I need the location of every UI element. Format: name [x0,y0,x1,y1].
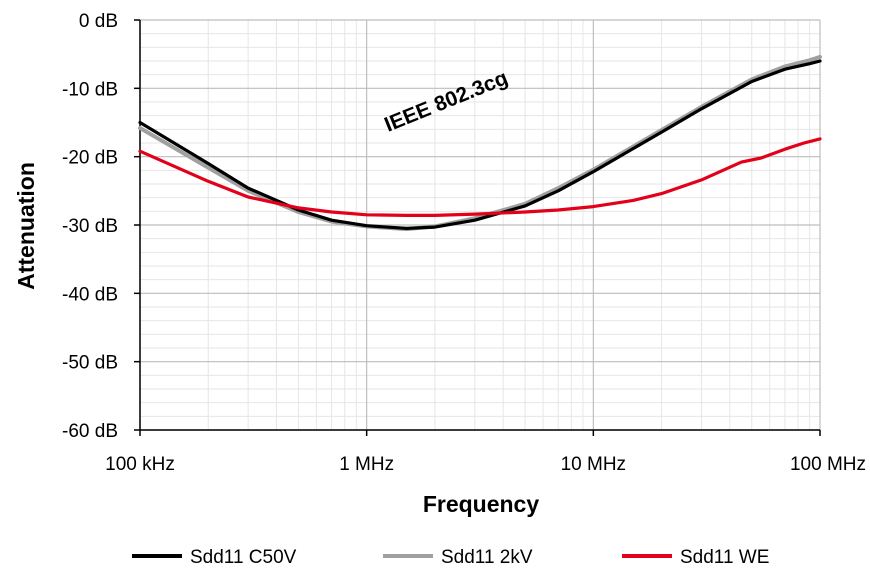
y-tick-label: -30 dB [62,216,118,237]
x-tick-label: 1 MHz [339,454,394,475]
x-axis-title: Frequency [423,491,540,517]
y-tick-labels: 0 dB -10 dB -20 dB -30 dB -40 dB -50 dB -60 dB [62,11,118,442]
axes [134,19,821,436]
y-tick-label: -60 dB [62,421,118,442]
x-tick-label: 100 kHz [105,454,175,475]
standard-annotation: IEEE 802.3cg [381,66,511,136]
y-tick-label: -20 dB [62,148,118,169]
x-tick-label: 100 MHz [790,454,866,475]
series-lines [138,54,822,232]
legend-label: Sdd11 C50V [190,547,297,568]
x-tick-label: 10 MHz [561,454,626,475]
y-tick-label: -50 dB [62,353,118,374]
series-line-sdd11-2kv [138,54,822,232]
y-axis-title: Attenuation [13,162,39,290]
y-tick-label: -40 dB [62,284,118,305]
y-tick-label: 0 dB [79,11,118,32]
x-tick-labels: 100 kHz 1 MHz 10 MHz 100 MHz [105,454,866,475]
legend-label: Sdd11 WE [680,547,769,568]
legend: Sdd11 C50V Sdd11 2kV Sdd11 WE [132,547,769,568]
y-tick-label: -10 dB [62,79,118,100]
legend-label: Sdd11 2kV [441,547,533,568]
series-line-sdd11-we [138,137,822,217]
